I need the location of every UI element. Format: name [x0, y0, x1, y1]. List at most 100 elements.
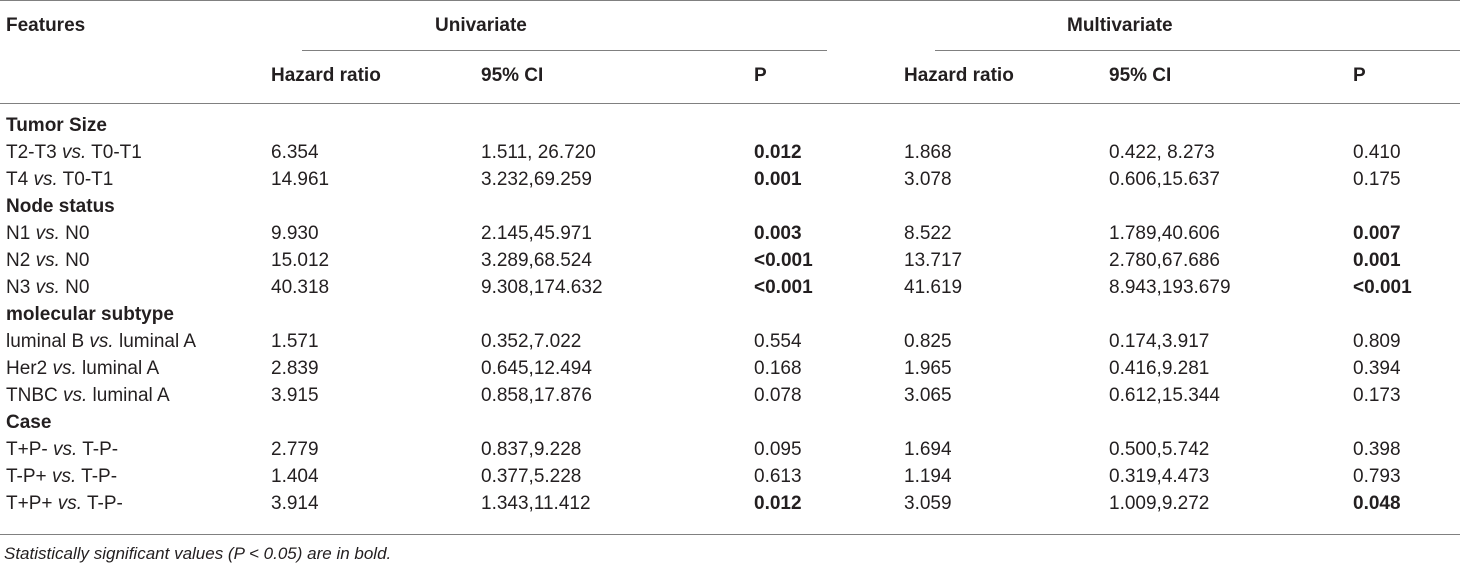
section-title: Case [6, 412, 52, 433]
univariate-p-cell: 0.001 [754, 169, 802, 190]
row-label-vs: vs. [35, 223, 60, 244]
univariate-p-cell: <0.001 [754, 277, 813, 298]
multivariate-p-cell: 0.175 [1353, 169, 1401, 190]
row-label-vs: vs. [35, 277, 60, 298]
row-label-vs: vs. [89, 331, 114, 352]
row-label-right: N0 [59, 277, 90, 298]
multivariate-ci-cell: 0.174,3.917 [1109, 331, 1210, 352]
row-label-left: T-P+ [6, 466, 52, 487]
row-label: Her2 vs. luminal A [6, 358, 159, 380]
multivariate-hazard-ratio-cell: 3.059 [904, 493, 952, 514]
row-label-left: Her2 [6, 358, 53, 379]
row-label-left: T+P+ [6, 493, 58, 514]
univariate-p-cell: 0.168 [754, 358, 802, 379]
univariate-hazard-ratio-cell: 2.839 [271, 358, 319, 379]
table-bottom-rule [0, 534, 1460, 535]
univariate-hazard-ratio-cell: 1.404 [271, 466, 319, 487]
univariate-hazard-ratio-cell: 15.012 [271, 250, 330, 271]
row-label-vs: vs. [63, 385, 88, 406]
row-label: N2 vs. N0 [6, 250, 89, 272]
multivariate-p-cell: 0.001 [1353, 250, 1401, 271]
row-label-right: T-P- [82, 493, 123, 514]
univariate-p-cell: 0.095 [754, 439, 802, 460]
multivariate-p-cell: 0.398 [1353, 439, 1401, 460]
univariate-hazard-ratio-cell: 9.930 [271, 223, 319, 244]
univariate-p-header: P [754, 65, 767, 86]
univariate-ci-cell: 0.858,17.876 [481, 385, 592, 406]
multivariate-ci-cell: 8.943,193.679 [1109, 277, 1231, 298]
univariate-p-cell: 0.012 [754, 142, 802, 163]
univariate-ci-cell: 3.289,68.524 [481, 250, 592, 271]
multivariate-p-cell: 0.809 [1353, 331, 1401, 352]
row-label-vs: vs. [52, 358, 77, 379]
multivariate-hazard-ratio-cell: 1.694 [904, 439, 952, 460]
multivariate-p-cell: 0.793 [1353, 466, 1401, 487]
row-label-left: T4 [6, 169, 34, 190]
row-label-vs: vs. [57, 493, 83, 514]
row-label: T+P+ vs. T-P- [6, 493, 123, 515]
row-label-left: luminal B [6, 331, 90, 352]
row-label-left: N1 [6, 223, 36, 244]
univariate-underline [302, 50, 827, 51]
univariate-p-cell: 0.003 [754, 223, 802, 244]
multivariate-underline [935, 50, 1460, 51]
row-label-left: TNBC [6, 385, 63, 406]
univariate-hazard-ratio-cell: 40.318 [271, 277, 330, 298]
row-label-right: T-P- [77, 439, 119, 460]
row-label-right: T0-T1 [57, 169, 114, 190]
multivariate-ci-cell: 0.612,15.344 [1109, 385, 1220, 406]
row-label-right: luminal A [87, 385, 170, 406]
univariate-ci-cell: 9.308,174.632 [481, 277, 603, 298]
row-label-vs: vs. [33, 169, 58, 190]
row-label-vs: vs. [35, 250, 60, 271]
univariate-ci-cell: 0.645,12.494 [481, 358, 592, 379]
univariate-ci-cell: 3.232,69.259 [481, 169, 592, 190]
section-title: Node status [6, 196, 115, 217]
univariate-p-cell: 0.078 [754, 385, 802, 406]
multivariate-hazard-ratio-cell: 3.078 [904, 169, 952, 190]
row-label: luminal B vs. luminal A [6, 331, 196, 353]
multivariate-p-header: P [1353, 65, 1366, 86]
univariate-ci-cell: 2.145,45.971 [481, 223, 592, 244]
row-label-right: T0-T1 [86, 142, 142, 163]
univariate-hazard-ratio-header: Hazard ratio [271, 65, 381, 86]
row-label: N1 vs. N0 [6, 223, 89, 245]
multivariate-hazard-ratio-cell: 3.065 [904, 385, 952, 406]
multivariate-p-cell: 0.007 [1353, 223, 1401, 244]
row-label-right: luminal A [113, 331, 197, 352]
row-label: T2-T3 vs. T0-T1 [6, 142, 142, 164]
univariate-p-cell: <0.001 [754, 250, 813, 271]
univariate-hazard-ratio-cell: 6.354 [271, 142, 319, 163]
multivariate-hazard-ratio-cell: 13.717 [904, 250, 963, 271]
row-label: TNBC vs. luminal A [6, 385, 170, 407]
univariate-ci-cell: 0.352,7.022 [481, 331, 582, 352]
row-label: T-P+ vs. T-P- [6, 466, 117, 488]
row-label: T4 vs. T0-T1 [6, 169, 113, 191]
multivariate-ci-cell: 0.606,15.637 [1109, 169, 1220, 190]
multivariate-p-cell: <0.001 [1353, 277, 1412, 298]
univariate-ci-header: 95% CI [481, 65, 544, 86]
multivariate-ci-header: 95% CI [1109, 65, 1172, 86]
multivariate-ci-cell: 0.416,9.281 [1109, 358, 1210, 379]
multivariate-hazard-ratio-cell: 1.868 [904, 142, 952, 163]
univariate-hazard-ratio-cell: 1.571 [271, 331, 319, 352]
univariate-hazard-ratio-cell: 3.915 [271, 385, 319, 406]
multivariate-p-cell: 0.048 [1353, 493, 1401, 514]
univariate-ci-cell: 0.377,5.228 [481, 466, 582, 487]
row-label: N3 vs. N0 [6, 277, 89, 299]
row-label-right: N0 [59, 223, 90, 244]
multivariate-p-cell: 0.410 [1353, 142, 1401, 163]
row-label-right: luminal A [76, 358, 160, 379]
section-title: Tumor Size [6, 115, 107, 136]
row-label-vs: vs. [61, 142, 87, 163]
multivariate-ci-cell: 0.319,4.473 [1109, 466, 1210, 487]
univariate-ci-cell: 1.511, 26.720 [481, 142, 596, 163]
univariate-hazard-ratio-cell: 3.914 [271, 493, 319, 514]
multivariate-hazard-ratio-header: Hazard ratio [904, 65, 1014, 86]
multivariate-ci-cell: 1.789,40.606 [1109, 223, 1220, 244]
multivariate-ci-cell: 0.422, 8.273 [1109, 142, 1215, 163]
multivariate-p-cell: 0.394 [1353, 358, 1401, 379]
row-label-left: T2-T3 [6, 142, 62, 163]
univariate-ci-cell: 0.837,9.228 [481, 439, 582, 460]
features-header: Features [6, 15, 86, 36]
